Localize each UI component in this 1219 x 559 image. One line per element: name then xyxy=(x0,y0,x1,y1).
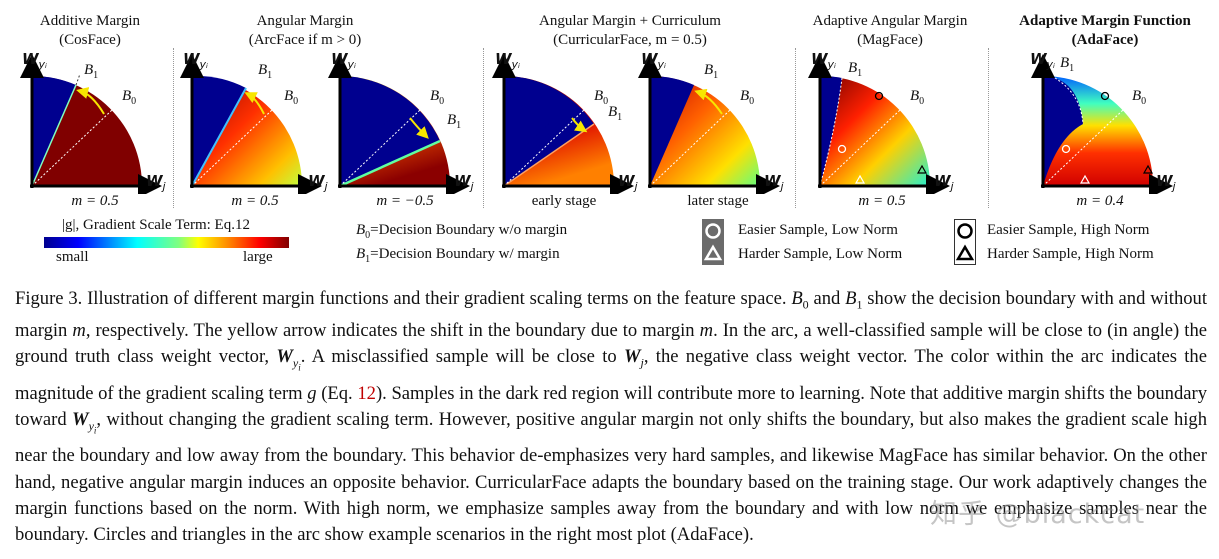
legend-box-low-norm xyxy=(702,219,724,265)
panel-label-magface: m = 0.5 xyxy=(858,193,906,209)
panel-label-cosface: m = 0.5 xyxy=(71,193,119,209)
plot-negative-margin xyxy=(328,46,478,194)
b0-definition: B0=Decision Boundary w/o margin xyxy=(356,222,568,241)
triangle-icon xyxy=(703,244,723,261)
watermark: 知乎 @blackcat xyxy=(930,499,1146,530)
b1-definition: B1=Decision Boundary w/ margin xyxy=(356,246,560,265)
panel-label-later: later stage xyxy=(687,193,749,209)
panel-label-early: early stage xyxy=(531,193,597,209)
separator xyxy=(795,48,796,208)
panel-label-adaface: m = 0.4 xyxy=(1076,193,1124,209)
separator xyxy=(483,48,484,208)
separator xyxy=(173,48,174,208)
circle-icon xyxy=(957,223,973,239)
colorbar-title: |g|, Gradient Scale Term: Eq.12 xyxy=(62,217,250,233)
colorbar xyxy=(44,237,289,248)
plot-curricular-later xyxy=(638,46,788,194)
panel-title-cosface: Additive Margin (CosFace) xyxy=(39,13,141,48)
legend-harder-low: Harder Sample, Low Norm xyxy=(738,246,903,262)
circle-icon xyxy=(705,223,721,239)
separator xyxy=(988,48,989,208)
panel-title-magface: Adaptive Angular Margin (MagFace) xyxy=(812,13,968,48)
panel-label-negative: m = −0.5 xyxy=(376,193,434,209)
panel-title-curricularface: Angular Margin + Curriculum (CurricularF… xyxy=(539,13,721,48)
equation-citation-link[interactable]: 12 xyxy=(357,382,376,404)
plot-arcface xyxy=(180,46,330,194)
triangle-icon xyxy=(955,244,975,261)
colorbar-max-label: large xyxy=(243,249,273,265)
legend-easier-low: Easier Sample, Low Norm xyxy=(738,222,898,238)
plot-cosface xyxy=(20,46,170,194)
colorbar-min-label: small xyxy=(56,249,89,265)
figure-caption: Figure 3. Illustration of different marg… xyxy=(15,288,1208,546)
legend-box-high-norm xyxy=(954,219,976,265)
panel-title-adaface: Adaptive Margin Function (AdaFace) xyxy=(1019,13,1191,48)
plot-magface xyxy=(808,46,958,194)
plot-curricular-early xyxy=(492,46,642,194)
panel-title-arcface: Angular Margin (ArcFace if m > 0) xyxy=(248,13,362,48)
legend-easier-high: Easier Sample, High Norm xyxy=(987,222,1150,238)
plot-adaface xyxy=(1031,46,1181,194)
legend-harder-high: Harder Sample, High Norm xyxy=(987,246,1154,262)
panel-label-arcface: m = 0.5 xyxy=(231,193,279,209)
